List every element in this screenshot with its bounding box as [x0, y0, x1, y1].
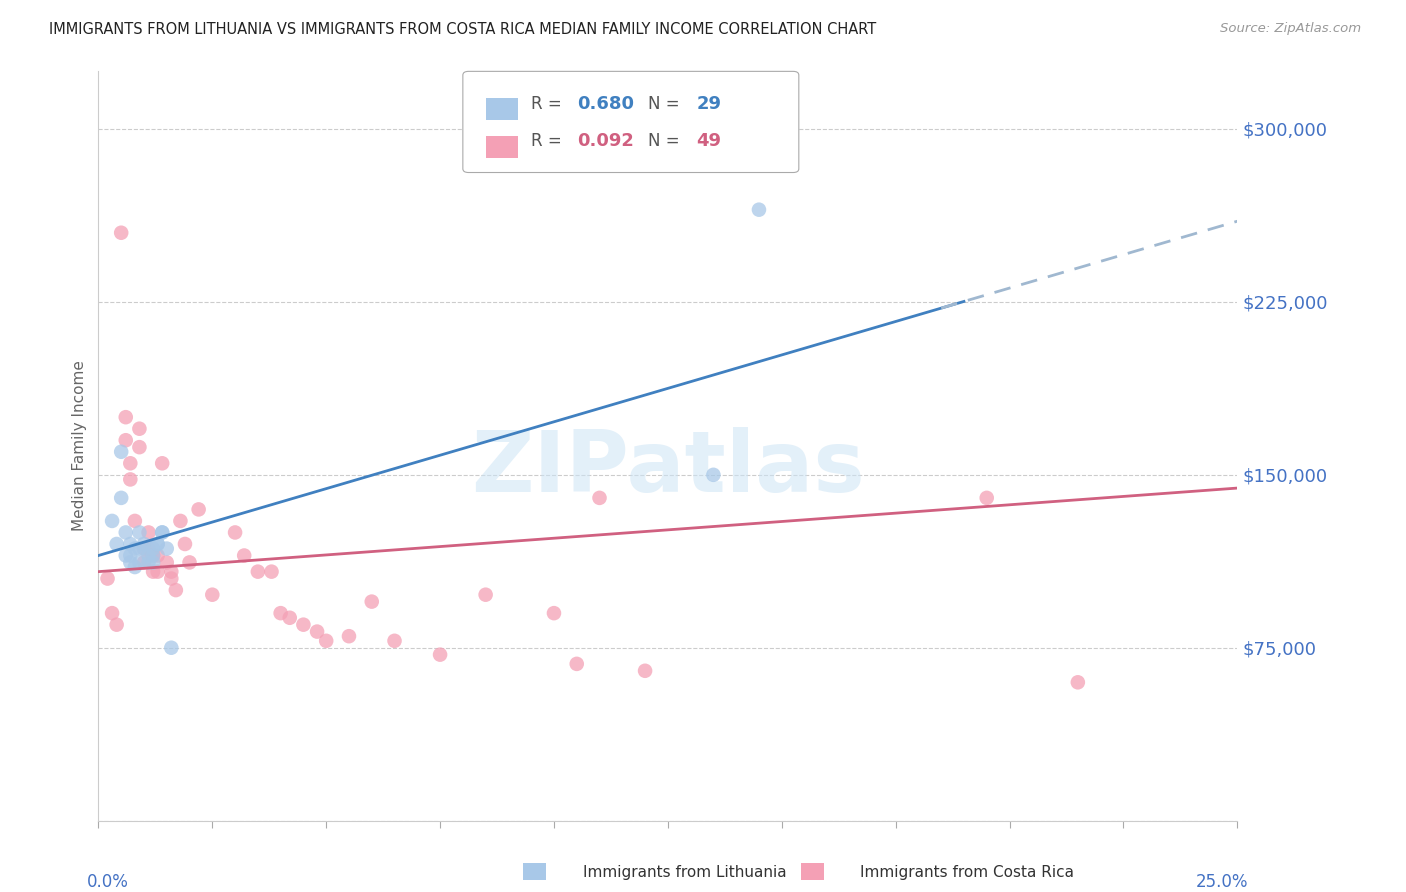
Point: [160, 640, 183, 655]
Point: [124, 541, 146, 556]
Point: [179, 556, 201, 570]
Point: [146, 537, 169, 551]
Point: [142, 556, 165, 570]
Point: [114, 434, 136, 448]
Point: [565, 657, 588, 671]
Bar: [485, 98, 517, 120]
Point: [224, 525, 246, 540]
Bar: [485, 136, 517, 158]
Point: [588, 491, 610, 505]
Point: [120, 549, 142, 563]
Point: [233, 549, 256, 563]
Point: [146, 549, 169, 563]
Point: [128, 422, 150, 436]
Text: Immigrants from Costa Rica: Immigrants from Costa Rica: [860, 865, 1074, 880]
Point: [150, 456, 173, 470]
Point: [384, 633, 406, 648]
Point: [138, 541, 160, 556]
Point: [96, 572, 118, 586]
Point: [142, 549, 165, 563]
Point: [174, 537, 197, 551]
Point: [120, 456, 142, 470]
Point: [474, 588, 496, 602]
Point: [702, 467, 724, 482]
Point: [160, 572, 183, 586]
Point: [260, 565, 283, 579]
Point: [150, 525, 173, 540]
Point: [132, 556, 155, 570]
Text: Source: ZipAtlas.com: Source: ZipAtlas.com: [1220, 22, 1361, 36]
Point: [543, 606, 565, 620]
Text: R =: R =: [531, 132, 567, 150]
Point: [110, 226, 132, 240]
Point: [146, 537, 169, 551]
Text: Immigrants from Lithuania: Immigrants from Lithuania: [583, 865, 787, 880]
Point: [110, 491, 132, 505]
Point: [132, 541, 155, 556]
Point: [110, 444, 132, 458]
Point: [156, 556, 179, 570]
Point: [278, 611, 301, 625]
Point: [337, 629, 360, 643]
Point: [201, 588, 224, 602]
Point: [165, 583, 187, 598]
Point: [128, 541, 150, 556]
Point: [292, 617, 315, 632]
Point: [138, 549, 160, 563]
Text: 0.680: 0.680: [576, 95, 634, 112]
Point: [138, 556, 160, 570]
Text: 0.092: 0.092: [576, 132, 634, 150]
Point: [146, 565, 169, 579]
Point: [101, 606, 124, 620]
Text: ZIPatlas: ZIPatlas: [471, 427, 865, 510]
Point: [132, 537, 155, 551]
Point: [142, 549, 165, 563]
Point: [124, 560, 146, 574]
Point: [114, 549, 136, 563]
Point: [142, 541, 165, 556]
Point: [128, 440, 150, 454]
Point: [114, 410, 136, 425]
Point: [160, 565, 183, 579]
Point: [634, 664, 657, 678]
Text: 49: 49: [696, 132, 721, 150]
Point: [120, 472, 142, 486]
Point: [315, 633, 337, 648]
Text: R =: R =: [531, 95, 567, 112]
Point: [120, 556, 142, 570]
Point: [156, 541, 179, 556]
Point: [307, 624, 329, 639]
Point: [429, 648, 451, 662]
Point: [114, 525, 136, 540]
Point: [976, 491, 998, 505]
Point: [128, 556, 150, 570]
Point: [138, 525, 160, 540]
Point: [142, 565, 165, 579]
Point: [1067, 675, 1090, 690]
Point: [101, 514, 124, 528]
Point: [105, 537, 128, 551]
Point: [748, 202, 770, 217]
Point: [270, 606, 292, 620]
Text: N =: N =: [648, 95, 681, 112]
Text: IMMIGRANTS FROM LITHUANIA VS IMMIGRANTS FROM COSTA RICA MEDIAN FAMILY INCOME COR: IMMIGRANTS FROM LITHUANIA VS IMMIGRANTS …: [49, 22, 876, 37]
Point: [105, 617, 128, 632]
Point: [120, 537, 142, 551]
Point: [150, 525, 173, 540]
Point: [360, 594, 382, 608]
Point: [246, 565, 269, 579]
Point: [187, 502, 209, 516]
Y-axis label: Median Family Income: Median Family Income: [72, 360, 87, 532]
Point: [169, 514, 191, 528]
FancyBboxPatch shape: [463, 71, 799, 172]
Point: [132, 541, 155, 556]
Text: 0.0%: 0.0%: [87, 873, 129, 891]
Point: [124, 514, 146, 528]
Text: 25.0%: 25.0%: [1197, 873, 1249, 891]
Point: [128, 525, 150, 540]
Text: N =: N =: [648, 132, 681, 150]
Text: 29: 29: [696, 95, 721, 112]
